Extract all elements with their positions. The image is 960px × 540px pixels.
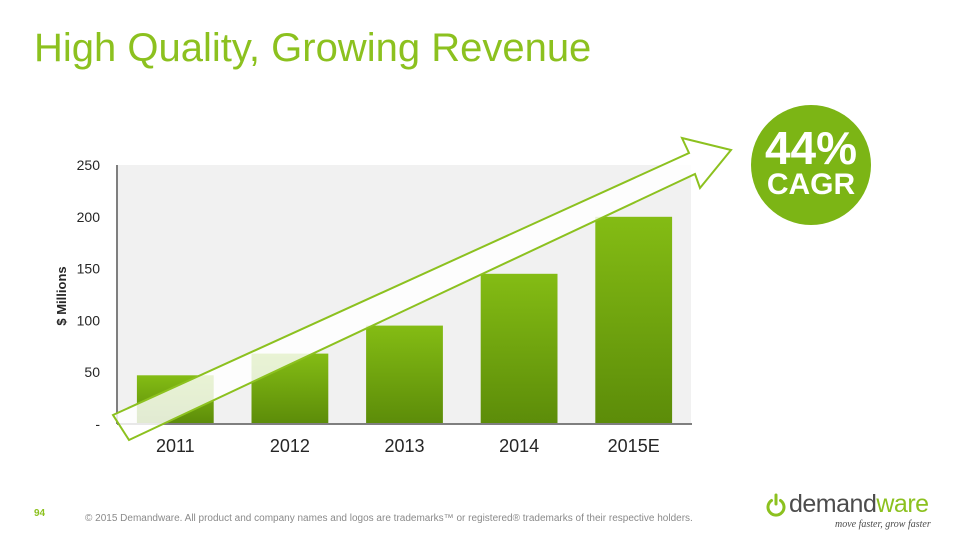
copyright-notice: © 2015 Demandware. All product and compa…: [85, 513, 693, 524]
x-tick-label: 2012: [270, 436, 310, 456]
x-tick-label: 2013: [384, 436, 424, 456]
y-tick-label: -: [95, 416, 100, 432]
cagr-value: 44%: [764, 122, 858, 174]
x-tick-label: 2011: [156, 436, 195, 456]
logo-tagline: move faster, grow faster: [835, 519, 931, 530]
logo-word-suffix: ware: [876, 490, 929, 518]
logo-wordmark: demandware: [789, 490, 929, 519]
x-tick-label: 2014: [499, 436, 539, 456]
y-tick-label: 200: [77, 209, 101, 225]
y-axis-label: $ Millions: [54, 266, 69, 325]
page-number: 94: [34, 508, 46, 519]
demandware-logo: demandware move faster, grow faster: [765, 490, 935, 531]
slide-title: High Quality, Growing Revenue: [34, 26, 592, 70]
y-tick-label: 50: [84, 364, 100, 380]
cagr-label: CAGR: [766, 168, 856, 201]
y-tick-label: 250: [77, 157, 101, 173]
bar-2015E: [595, 216, 673, 424]
y-tick-label: 100: [77, 312, 101, 328]
x-tick-label: 2015E: [608, 436, 660, 456]
logo-word-prefix: demand: [789, 490, 877, 518]
y-tick-label: 150: [77, 261, 101, 277]
power-icon: [766, 493, 786, 517]
growth-arrow: [111, 136, 733, 442]
bar-2014: [480, 273, 558, 424]
bar-2013: [366, 325, 443, 424]
cagr-badge: 44% CAGR: [751, 105, 871, 225]
